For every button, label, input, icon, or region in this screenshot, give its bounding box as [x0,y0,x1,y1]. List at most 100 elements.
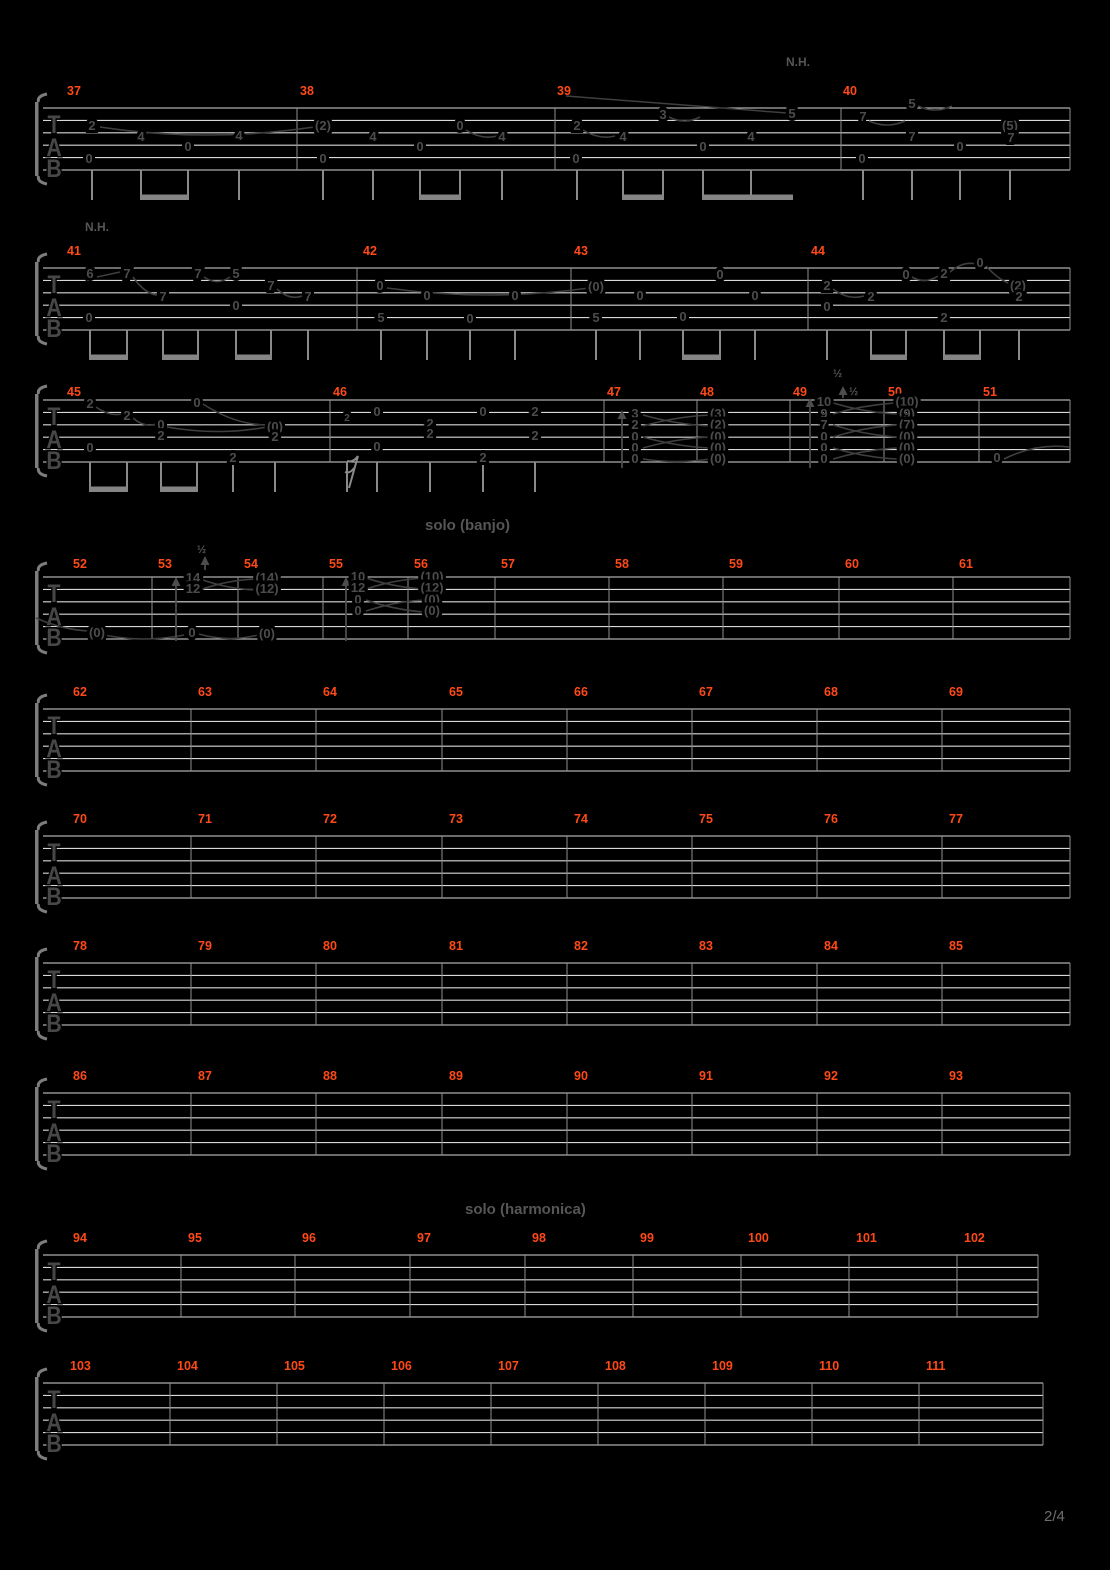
fret-number: 0 [376,278,383,293]
fret-number: 0 [456,118,463,133]
fret-number: (0) [259,626,275,641]
measure-number: 60 [845,557,859,571]
fret-number: (12) [255,581,278,596]
fret-number: 0 [423,288,430,303]
measure-number: 94 [73,1231,87,1245]
measure-number: 89 [449,1069,463,1083]
slur-tie [35,617,89,632]
slur-tie [365,577,425,590]
fret-number: (10) [895,394,918,409]
measure-number: 66 [574,685,588,699]
measure-number: 77 [949,812,963,826]
fret-number: 7 [859,109,866,124]
staff-system-m78: TAB 78 79 80 81 82 83 84 85 [35,939,1071,1041]
fret-number: 5 [592,310,599,325]
measure-number: 107 [498,1359,519,1373]
system-bracket [35,703,39,777]
tab-clef-letter: B [46,314,61,342]
fret-number: 5 [377,310,384,325]
measure-number: 53 [158,557,172,571]
measure-number: 43 [574,244,588,258]
tab-clef-letter: T [48,402,61,430]
tab-clef-letter: B [46,755,61,783]
measure-number: 55 [329,557,343,571]
fret-number: 2 [426,426,433,441]
measure-number: 42 [363,244,377,258]
measure-number: 52 [73,557,87,571]
fret-number: 2 [940,266,947,281]
system-bracket-hook [36,92,48,103]
measure-number: 44 [811,244,825,258]
system-bracket-hook [36,1077,48,1088]
tab-clef-letter: A [46,293,62,321]
fret-number: 0 [157,417,164,432]
slur-tie [365,577,425,590]
fret-number: (0) [899,451,915,466]
measure-number: 38 [300,84,314,98]
fret-number: (0) [899,440,915,455]
measure-number: 105 [284,1359,305,1373]
slur-tie [99,126,315,136]
tab-clef-letter: B [46,623,61,651]
measure-number: 80 [323,939,337,953]
fret-number: 0 [184,139,191,154]
fret-number: 0 [820,440,827,455]
tab-clef-letter: T [48,711,61,739]
fret-number: (0) [588,279,604,294]
tab-clef-letter: T [48,579,61,607]
fret-number: 2 [573,118,580,133]
tab-clef-letter: T [48,1385,61,1413]
fret-number: 2 [531,404,538,419]
beam [160,486,198,492]
annotation-label: N.H. [786,55,810,69]
fret-number: 0 [993,450,1000,465]
measure-number: 102 [964,1231,985,1245]
measure-number: 63 [198,685,212,699]
staff-system-m86: TAB 86 87 88 89 90 91 92 93 [35,1069,1071,1171]
fret-number: (2) [1010,278,1026,293]
fret-number: 2 [1015,289,1022,304]
fret-number: 2 [86,396,93,411]
annotation-label: solo (banjo) [425,517,510,534]
fret-number: 7 [304,289,311,304]
slide-line [565,95,788,114]
tab-clef-letter: B [46,882,61,910]
slur-tie [198,633,259,640]
fret-number: 0 [823,299,830,314]
measure-number: 62 [73,685,87,699]
fret-number: 0 [373,404,380,419]
fret-number: (0) [424,603,440,618]
fret-number: 0 [354,603,361,618]
fret-number: 2 [631,417,638,432]
fret-number: 12 [186,581,200,596]
slur-tie [203,276,231,283]
system-bracket [35,1087,39,1161]
slur-tie [642,414,711,427]
measure-number: 70 [73,812,87,826]
tab-clef-letter: A [46,988,62,1016]
slur-tie [642,436,711,449]
rest-symbol [344,455,359,489]
fret-number: 7 [194,266,201,281]
tab-clef-letter: A [46,133,62,161]
fret-number: 0 [373,439,380,454]
annotation-label: ½ [833,368,842,380]
system-bracket [35,394,39,468]
measure-number: 45 [67,385,81,399]
fret-number: 7 [820,417,827,432]
fret-number: 0 [699,139,706,154]
fret-number: 4 [747,129,755,144]
fret-number: 0 [820,429,827,444]
measure-number: 48 [700,385,714,399]
measure-number: 88 [323,1069,337,1083]
system-bracket-hook [36,175,48,186]
tab-clef-letter: A [46,1118,62,1146]
system-bracket-hook [36,693,48,704]
measure-number: 78 [73,939,87,953]
slur-tie [832,447,898,460]
slur-tie [132,417,157,426]
slur-tie [832,402,898,415]
